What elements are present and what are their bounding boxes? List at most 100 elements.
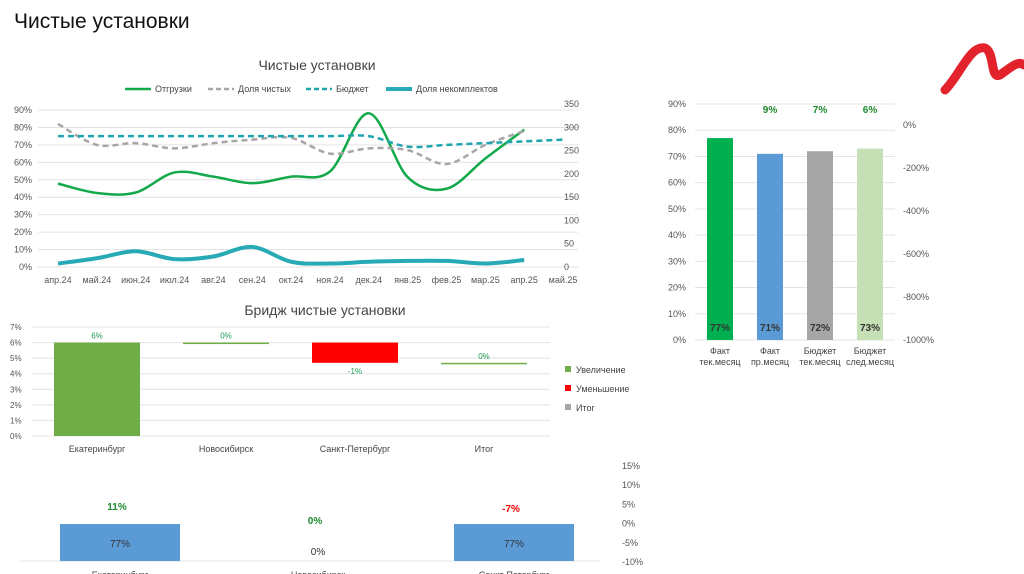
bar-value-label: 73% [860,323,880,334]
y2-tick-label: -10% [622,557,643,567]
bar [707,138,733,340]
bar-value-label: 71% [760,323,780,334]
legend-label: Итог [576,403,595,413]
bar [454,524,574,561]
y-tick-label: 10% [14,245,32,255]
chart-title: Бридж чистые установки [244,302,405,318]
legend-label: Уменьшение [576,384,629,394]
x-tick-label: Итог [475,444,494,454]
y2-tick-label: 0% [622,519,635,529]
x-tick-label: ноя.24 [316,275,343,285]
y-tick-label: 2% [10,401,22,410]
y-tick-label: 60% [14,157,32,167]
x-tick-label: Факт [760,346,780,356]
bar-value-label: 6% [91,332,103,341]
x-tick-label: июн.24 [121,275,150,285]
x-tick-label: тек.месяц [699,357,740,367]
y-tick-label: 90% [668,99,686,109]
y2-tick-label: -600% [903,249,929,259]
y-tick-label: 4% [10,370,22,379]
page-title: Чистые установки [14,10,190,33]
bar [60,524,180,561]
x-tick-label: след.месяц [846,357,894,367]
x-tick-label: Санкт-Петербург [320,444,391,454]
y2-tick-label: 15% [622,461,640,471]
x-tick-label: Санкт-Петербург [479,570,550,574]
x-tick-label: июл.24 [160,275,189,285]
y-tick-label: 80% [14,122,32,132]
y-tick-label: 60% [668,178,686,188]
bar [441,362,527,365]
bar [757,153,783,340]
bar-value-label: -1% [348,367,362,376]
y2-tick-label: 350 [564,99,579,109]
y-tick-label: 5% [10,354,22,363]
x-tick-label: апр.25 [510,275,537,285]
x-tick-label: мар.25 [471,275,500,285]
x-tick-label: Факт [710,346,730,356]
x-tick-label: Екатеринбург [69,444,126,454]
y2-tick-label: -400% [903,206,929,216]
y2-tick-label: 250 [564,146,579,156]
x-tick-label: Бюджет [854,346,887,356]
y-tick-label: 10% [668,309,686,319]
legend-label: Увеличение [576,365,626,375]
legend-label: Доля чистых [238,84,291,94]
y-tick-label: 40% [668,230,686,240]
y-tick-label: 70% [668,151,686,161]
delta-label: -7% [502,504,520,515]
y-tick-label: 1% [10,416,22,425]
bar-value-label: 72% [810,323,830,334]
y2-tick-label: -200% [903,163,929,173]
chart-title: Чистые установки [258,57,375,73]
legend-label: Отгрузки [155,84,192,94]
bar-value-label: 77% [710,323,730,334]
bar-value-label: 77% [110,539,130,550]
y-tick-label: 30% [14,210,32,220]
y2-tick-label: -1000% [903,335,934,345]
y-tick-label: 0% [19,262,32,272]
y-tick-label: 30% [668,256,686,266]
y-tick-label: 50% [668,204,686,214]
delta-label: 9% [763,105,778,116]
legend-label: Бюджет [336,84,369,94]
bar [183,342,269,345]
bar-value-label: 0% [220,332,232,341]
bar [807,151,833,340]
x-tick-label: окт.24 [279,275,304,285]
x-tick-label: авг.24 [201,275,225,285]
bar-value-label: 77% [504,539,524,550]
logo-icon [940,43,1024,95]
y2-tick-label: 300 [564,122,579,132]
y-tick-label: 20% [14,227,32,237]
series-line [57,122,525,166]
y-tick-label: 20% [668,283,686,293]
y2-tick-label: 0 [564,262,569,272]
y2-tick-label: 5% [622,499,635,509]
delta-label: 0% [308,516,323,527]
y2-tick-label: 0% [903,120,916,130]
y2-tick-label: 200 [564,169,579,179]
y-tick-label: 6% [10,339,22,348]
legend-swatch [565,366,571,372]
legend-swatch [565,385,571,391]
y-tick-label: 40% [14,192,32,202]
x-tick-label: пр.месяц [751,357,789,367]
x-tick-label: май.24 [82,275,111,285]
y-tick-label: 3% [10,385,22,394]
series-line [57,112,525,196]
x-tick-label: дек.24 [355,275,382,285]
y-tick-label: 7% [10,323,22,332]
y-tick-label: 0% [10,432,22,441]
bar-value-label: 0% [478,352,490,361]
x-tick-label: Екатеринбург [92,570,149,574]
y-tick-label: 90% [14,105,32,115]
x-tick-label: Новосибирск [199,444,253,454]
bar [857,148,883,340]
y2-tick-label: 100 [564,215,579,225]
series-line [57,134,564,149]
y-tick-label: 80% [668,125,686,135]
x-tick-label: Бюджет [804,346,837,356]
y-tick-label: 70% [14,140,32,150]
